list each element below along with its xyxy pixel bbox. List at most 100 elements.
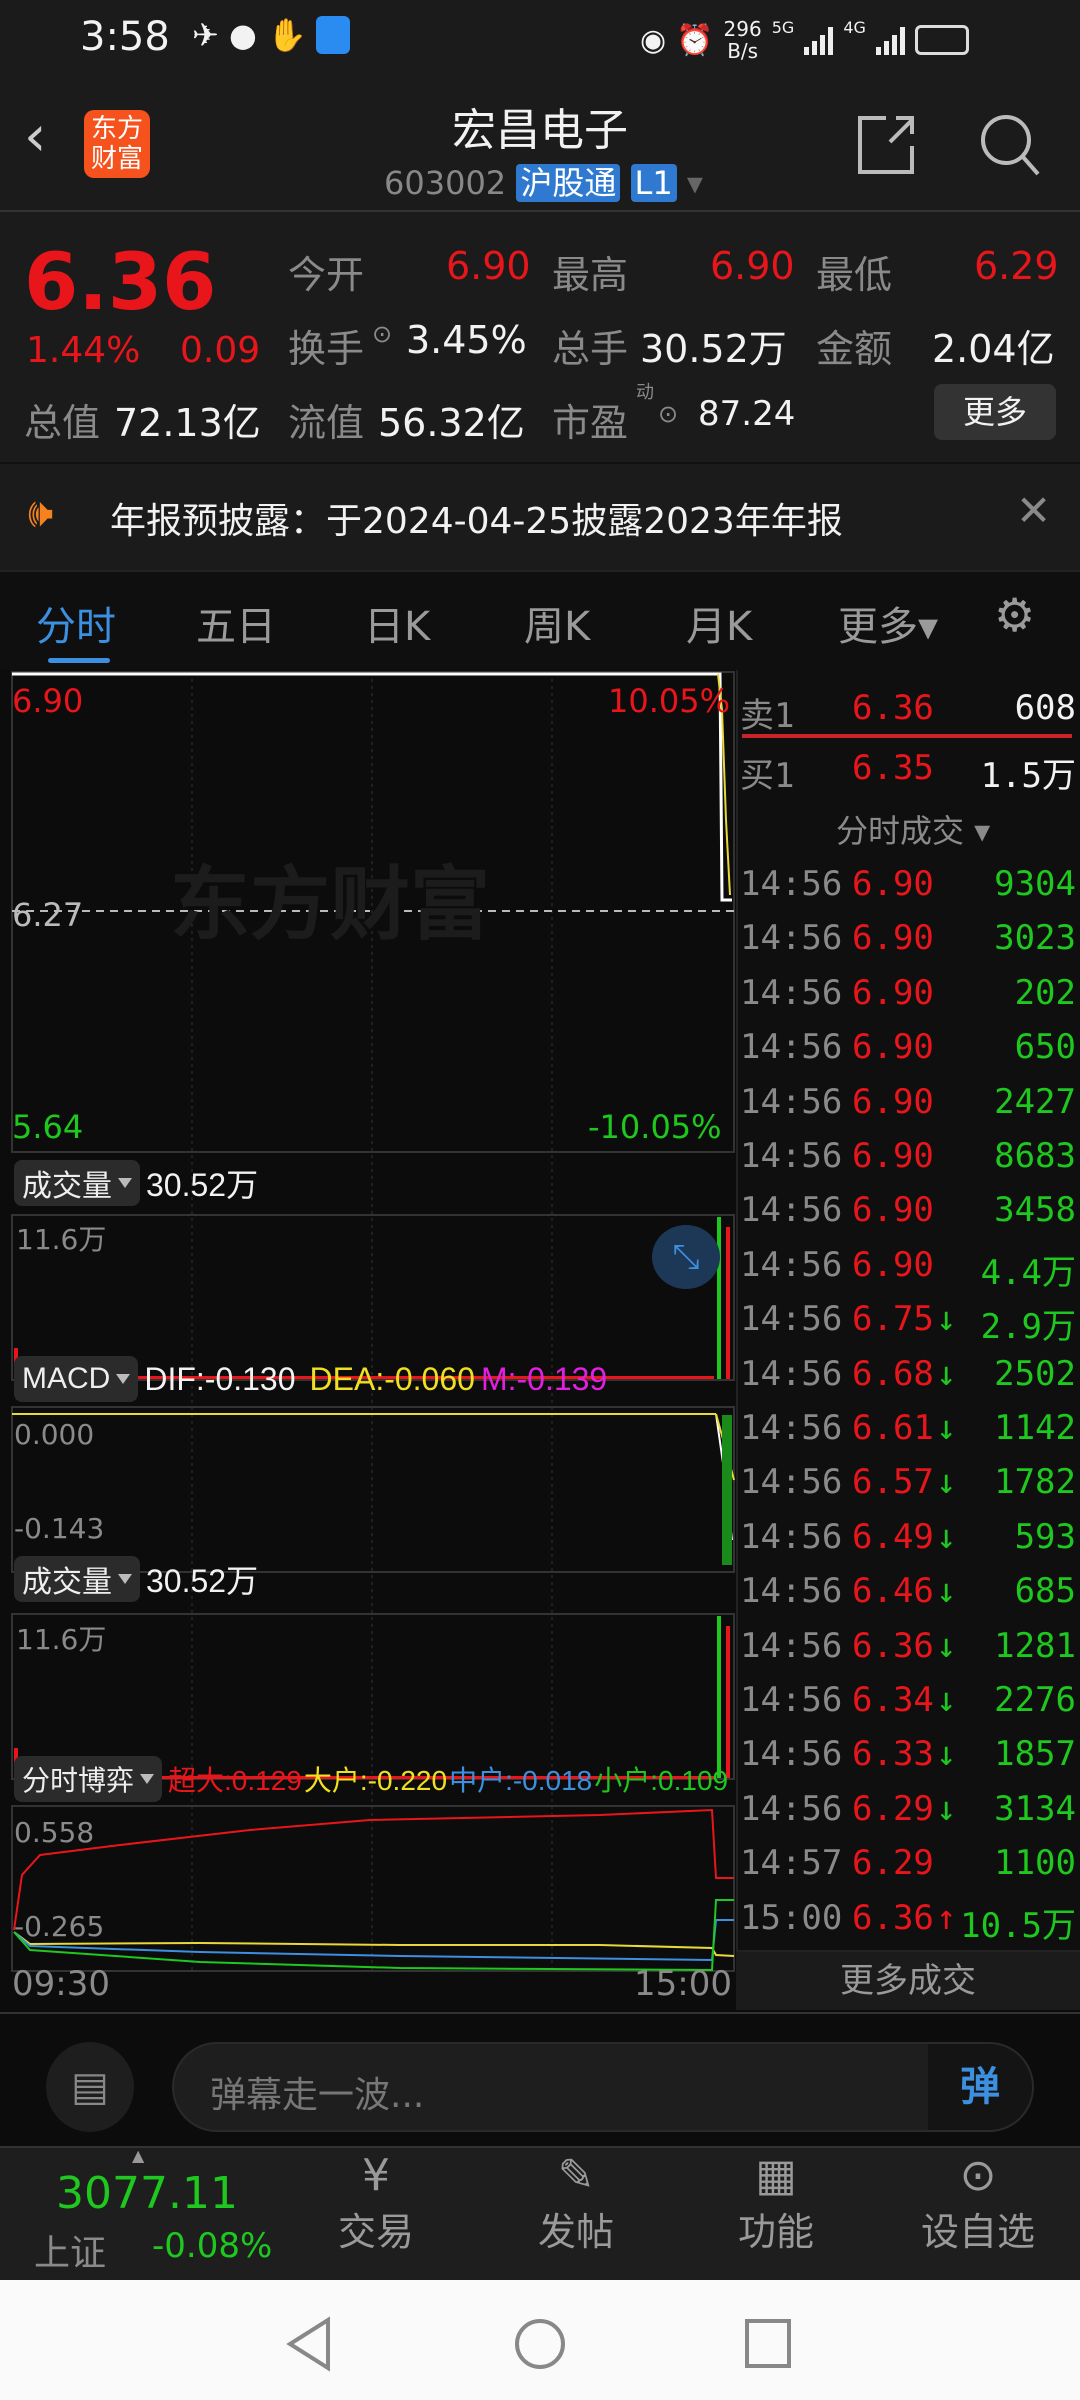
app-logo[interactable]: 东方财富	[84, 110, 150, 178]
tick-time: 14:56	[740, 1136, 843, 1176]
ticks-title-select[interactable]: 分时成交 ▾	[836, 812, 991, 850]
macd-dif: DIF:-0.130	[144, 1360, 296, 1397]
more-button[interactable]: 更多	[934, 384, 1056, 440]
tick-direction-icon: ↑	[936, 1897, 957, 1938]
tick-price: 6.29	[852, 1788, 934, 1829]
ask-volume: 608	[1014, 688, 1076, 728]
stock-code: 603002	[384, 164, 507, 202]
tick-volume: 1281	[994, 1625, 1076, 1666]
send-barrage-button[interactable]: 弹	[928, 2044, 1032, 2130]
tab-monthly-k[interactable]: 月K	[686, 604, 753, 650]
more-circle-icon: ⊙	[959, 2150, 997, 2201]
tick-price: 6.68	[852, 1353, 934, 1394]
tick-direction-icon: ↓	[936, 1516, 957, 1557]
caret-down-icon	[118, 1574, 132, 1584]
gear-icon[interactable]: ⚙	[994, 588, 1036, 642]
macd-indicator-select[interactable]: MACD	[14, 1356, 139, 1402]
tick-row: 14:56 6.90 650	[740, 1021, 1076, 1075]
tick-time: 14:56	[740, 1081, 843, 1122]
nav-add-watchlist[interactable]: ⊙ 设自选	[898, 2150, 1058, 2256]
change-percent: 1.44%	[26, 330, 141, 371]
info-icon[interactable]: ⊙	[658, 400, 679, 428]
pe-dynamic-sup: 动	[636, 382, 654, 403]
open-label: 今开	[288, 253, 365, 297]
open-value: 6.90	[446, 244, 531, 288]
index-value: 3077.11	[56, 2168, 238, 2219]
stock-code-row[interactable]: 603002 沪股通 L1 ▾	[384, 158, 703, 204]
tick-row: 14:56 6.75 ↓ 2.9万	[740, 1293, 1076, 1347]
tick-price: 6.75	[852, 1299, 934, 1340]
nav-post[interactable]: ✎ 发帖	[496, 2150, 656, 2256]
pe-label: 市盈	[552, 401, 629, 445]
signal-5g-icon: 5G	[771, 18, 795, 37]
watermark: 东方财富	[170, 858, 490, 951]
tick-row: 14:56 6.90 9304	[740, 858, 1076, 912]
low-value: 6.29	[974, 244, 1059, 288]
tick-price: 6.90	[852, 1244, 934, 1285]
tick-row: 14:56 6.46 ↓ 685	[740, 1565, 1076, 1619]
recents-square-icon[interactable]	[744, 2318, 794, 2370]
tick-volume: 4.4万	[980, 1252, 1076, 1293]
tick-direction-icon: ↓	[936, 1299, 957, 1340]
hk-connect-badge: 沪股通	[516, 164, 621, 202]
tick-time: 14:56	[740, 1516, 843, 1557]
tick-volume: 8683	[994, 1136, 1076, 1176]
tick-volume: 650	[1014, 1027, 1076, 1068]
medium-flow: 中户:-0.018	[449, 1765, 593, 1796]
close-icon[interactable]: ✕	[1016, 486, 1052, 535]
share-icon[interactable]	[856, 114, 916, 176]
weather-icon	[316, 16, 350, 54]
ask-1-row: 卖1 6.36 608	[740, 682, 1076, 736]
tick-row: 14:56 6.90 202	[740, 967, 1076, 1021]
tick-row: 14:57 6.29 1100	[740, 1837, 1076, 1891]
tick-row: 14:56 6.68 ↓ 2502	[740, 1348, 1076, 1402]
volume-indicator-select[interactable]: 成交量	[14, 1160, 140, 1206]
barrage-input[interactable]: 弹幕走一波... 弹	[172, 2042, 1034, 2132]
nav-post-label: 发帖	[537, 2210, 614, 2254]
volume-indicator-label-2: 成交量	[22, 1566, 112, 1599]
tick-price: 6.33	[852, 1734, 934, 1775]
tick-direction-icon: ↓	[936, 1788, 957, 1829]
tab-more[interactable]: 更多▾	[838, 604, 939, 650]
nav-trade[interactable]: ¥ 交易	[296, 2150, 456, 2256]
volume-indicator-select-2[interactable]: 成交量	[14, 1556, 140, 1602]
tick-price: 6.90	[852, 1027, 934, 1068]
back-button[interactable]: ‹	[24, 104, 47, 169]
edit-icon: ✎	[557, 2150, 595, 2201]
index-ticker[interactable]: ▲ 3077.11 上证 -0.08%	[20, 2146, 290, 2280]
tick-price: 6.61	[852, 1408, 934, 1448]
capital-game-select[interactable]: 分时博弈	[14, 1756, 163, 1802]
volume-header-2: 成交量 30.52万	[14, 1556, 258, 1602]
more-ticks-button[interactable]: 更多成交	[736, 1950, 1080, 2010]
tab-intraday[interactable]: 分时	[36, 604, 116, 650]
tick-volume: 1782	[994, 1462, 1076, 1503]
tick-time: 14:56	[740, 1244, 843, 1285]
tick-price: 6.90	[852, 918, 934, 959]
tick-time: 14:56	[740, 1571, 843, 1612]
tick-direction-icon: ↓	[936, 1462, 957, 1503]
nav-add-watchlist-label: 设自选	[920, 2210, 1035, 2254]
caret-down-icon	[118, 1178, 132, 1188]
clock: 3:58	[80, 14, 170, 60]
nav-functions[interactable]: ▦ 功能	[696, 2150, 856, 2256]
pct-axis-top: 10.05%	[608, 682, 731, 720]
tab-five-day[interactable]: 五日	[196, 604, 276, 650]
macd-axis-bottom: -0.143	[14, 1512, 105, 1545]
bid-1-row: 买1 6.35 1.5万	[740, 742, 1076, 796]
battery-icon	[914, 25, 969, 55]
ask-price: 6.36	[852, 688, 934, 728]
info-icon[interactable]: ⊙	[372, 320, 393, 348]
notice-bar[interactable]: 🕪 年报预披露：于2024-04-25披露2023年年报 ✕	[0, 462, 1080, 570]
home-circle-icon[interactable]	[512, 2316, 568, 2372]
caret-down-icon	[140, 1774, 155, 1784]
search-icon[interactable]	[978, 112, 1044, 178]
barrage-settings-icon[interactable]: ▤	[46, 2042, 134, 2132]
back-triangle-icon[interactable]	[284, 2316, 334, 2372]
volume-max: 11.6万	[16, 1223, 107, 1256]
tick-price: 6.57	[852, 1462, 934, 1503]
capital-flow-lines	[13, 1808, 735, 1972]
tab-weekly-k[interactable]: 周K	[524, 604, 591, 650]
high-value: 6.90	[710, 244, 795, 288]
tab-daily-k[interactable]: 日K	[364, 604, 431, 650]
expand-icon[interactable]: ⤡	[652, 1225, 720, 1289]
